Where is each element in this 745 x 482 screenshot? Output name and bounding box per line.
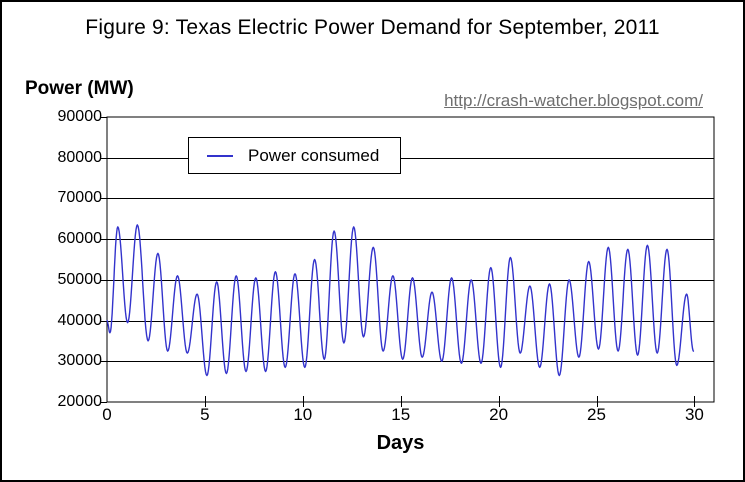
- y-axis-title: Power (MW): [25, 78, 134, 99]
- plot-frame: [106, 116, 715, 403]
- chart-title: Figure 9: Texas Electric Power Demand fo…: [85, 16, 660, 39]
- legend: Power consumed: [188, 137, 401, 174]
- x-tick-label-0: 0: [102, 405, 112, 424]
- watermark-link[interactable]: http://crash-watcher.blogspot.com/: [444, 91, 703, 110]
- x-tick-label-20: 20: [489, 405, 509, 424]
- gridlines: [107, 158, 714, 362]
- y-tick-label-50000: 50000: [57, 270, 103, 288]
- y-tick-label-70000: 70000: [57, 189, 103, 207]
- legend-line-sample: [207, 154, 233, 157]
- y-tick-label-20000: 20000: [57, 393, 103, 410]
- y-tick-label-90000: 90000: [57, 108, 103, 125]
- x-tick-label-15: 15: [391, 405, 411, 424]
- y-tick-label-30000: 30000: [57, 352, 103, 370]
- x-axis-title: Days: [376, 432, 425, 454]
- x-tick-label-30: 30: [684, 405, 704, 424]
- x-tick-label-25: 25: [587, 405, 606, 424]
- y-tick-label-60000: 60000: [57, 230, 103, 248]
- y-tick-label-40000: 40000: [57, 311, 103, 329]
- legend-label: Power consumed: [248, 145, 380, 165]
- power-consumed-line: [106, 224, 695, 377]
- x-tick-label-5: 5: [200, 405, 210, 424]
- x-tick-label-10: 10: [293, 405, 313, 424]
- y-tick-label-80000: 80000: [57, 148, 103, 166]
